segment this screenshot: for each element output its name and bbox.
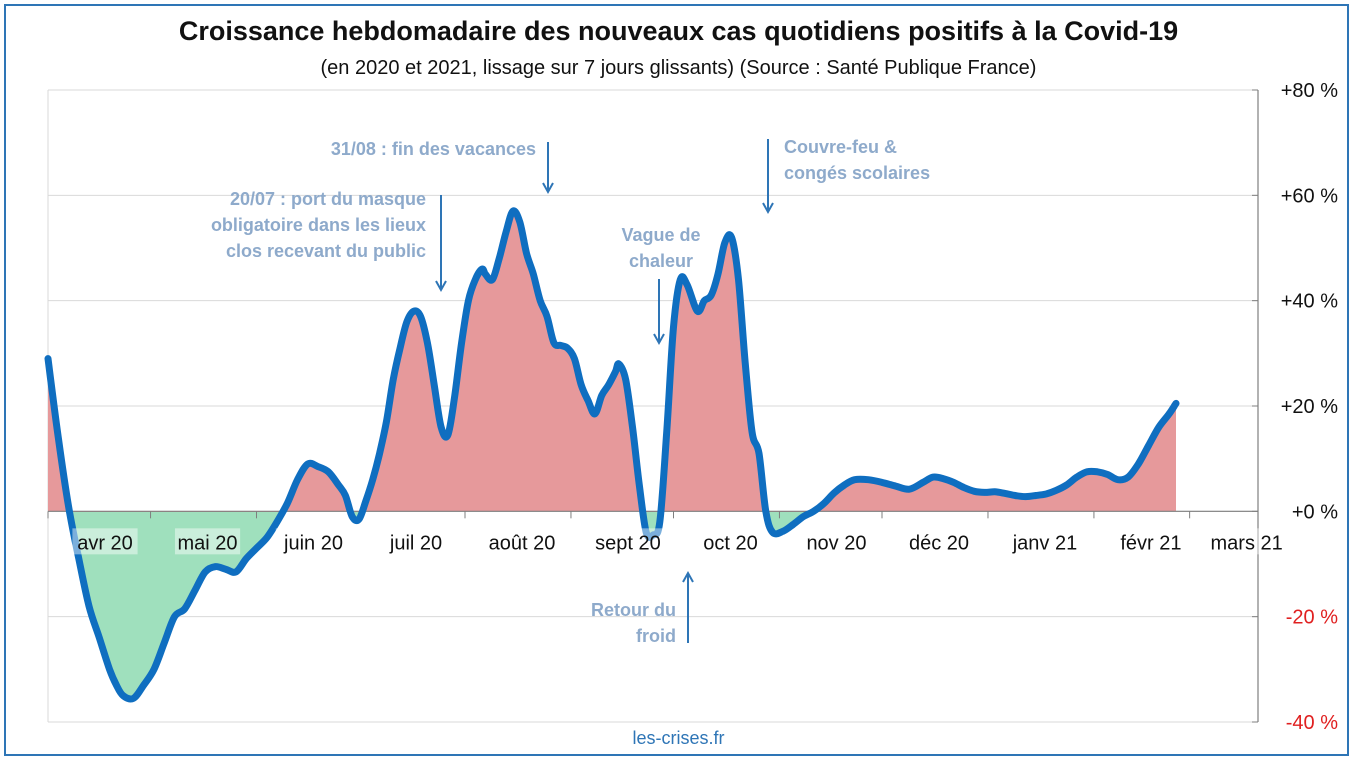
x-tick-label-bg (174, 528, 241, 555)
annotation: 31/08 : fin des vacances (331, 139, 554, 195)
series-line (44, 207, 1180, 703)
x-tick-label: janv 21 (1012, 532, 1078, 554)
annotation-text: froid (636, 626, 676, 646)
annotation-text: clos recevant du public (226, 241, 426, 261)
annotation: Vague de chaleur (621, 225, 701, 346)
y-tick-label: -40 % (1286, 712, 1338, 734)
y-tick-labels: +80 % +60 % +40 % +20 % +0 % -20 % -40 % (1281, 80, 1338, 734)
x-tick-label-bg (906, 528, 972, 555)
x-tick-label-bg (697, 528, 764, 555)
y-tick-label: +60 % (1281, 185, 1338, 207)
x-tick-label-bg (1007, 528, 1083, 555)
x-tick-label: nov 20 (806, 532, 866, 554)
annotation-text: Vague de (621, 225, 700, 245)
x-tick-label: déc 20 (909, 532, 969, 554)
x-tick-label: mars 21 (1211, 532, 1283, 554)
x-tick-label: juin 20 (283, 532, 343, 554)
x-tick-label: mai 20 (178, 532, 238, 554)
annotation: Retour du froid (591, 570, 694, 646)
chart-title: Croissance hebdomadaire des nouveaux cas… (178, 16, 1179, 46)
annotation-text: 20/07 : port du masque (230, 189, 426, 209)
x-tick-label: févr 21 (1120, 532, 1181, 554)
area-positive (48, 210, 1176, 512)
annotation-text: obligatoire dans les lieux (211, 215, 426, 235)
annotation-arrow-head (682, 570, 694, 583)
series-line-path (44, 207, 1180, 703)
y-tick-label: +0 % (1292, 501, 1338, 523)
y-tick-label: +20 % (1281, 396, 1338, 418)
x-tick-label: sept 20 (595, 532, 661, 554)
annotation-arrow-head (435, 280, 447, 293)
x-tick-label: avr 20 (77, 532, 133, 554)
annotation-arrow-head (762, 202, 774, 215)
x-tick-label-bg (275, 528, 352, 555)
x-tick-label: juil 20 (389, 532, 442, 554)
axes (47, 89, 1259, 723)
x-tick-label-bg (72, 528, 138, 555)
chart-subtitle: (en 2020 et 2021, lissage sur 7 jours gl… (320, 57, 1037, 79)
y-tick-label: +40 % (1281, 291, 1338, 313)
annotation-arrow-head (653, 333, 665, 346)
area-fills (48, 210, 1176, 699)
annotation-arrow-head (542, 182, 554, 195)
annotations: 31/08 : fin des vacances 20/07 : port du … (211, 137, 930, 646)
x-tick-label-bg (1208, 528, 1285, 555)
x-tick-label-bg (803, 528, 870, 555)
footer-source: les-crises.fr (632, 728, 725, 748)
y-tick-label: +80 % (1281, 80, 1338, 102)
x-tick-label-bg (484, 528, 560, 555)
annotation-text: Retour du (591, 600, 676, 620)
annotation-text: Couvre-feu & (784, 137, 897, 157)
annotation: 20/07 : port du masque obligatoire dans l… (211, 189, 447, 293)
x-tick-label-bg (590, 528, 666, 555)
x-tick-label: août 20 (489, 532, 556, 554)
y-tick-label: -20 % (1286, 607, 1338, 629)
annotation-text: chaleur (629, 251, 693, 271)
x-tick-labels: avr 20 mai 20 juin 20 juil 20 août 20 sept 20… (72, 528, 1285, 555)
annotation-text: congés scolaires (784, 163, 930, 183)
annotation: Couvre-feu & congés scolaires (762, 137, 930, 215)
annotation-text: 31/08 : fin des vacances (331, 139, 536, 159)
x-tick-label-bg (378, 528, 454, 555)
x-tick-label-bg (1113, 528, 1189, 555)
x-tick-label: oct 20 (703, 532, 757, 554)
